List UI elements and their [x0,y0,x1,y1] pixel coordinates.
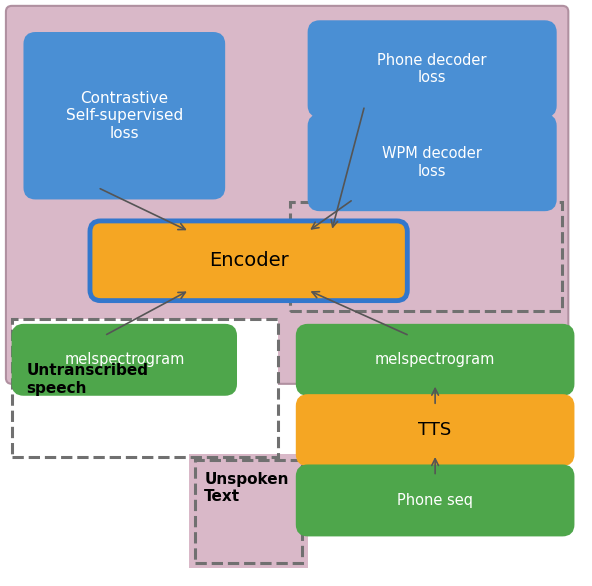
Text: WPM decoder
loss: WPM decoder loss [382,146,482,179]
Text: Phone seq: Phone seq [397,493,473,508]
FancyBboxPatch shape [309,115,555,210]
Bar [290,202,562,311]
Text: Unspoken
Text: Unspoken Text [204,472,289,504]
FancyBboxPatch shape [297,325,573,394]
FancyBboxPatch shape [90,221,407,301]
FancyBboxPatch shape [13,325,236,394]
FancyBboxPatch shape [297,396,573,465]
Bar [12,319,278,457]
Text: Untranscribed
speech: Untranscribed speech [27,363,149,396]
FancyBboxPatch shape [6,6,568,384]
FancyBboxPatch shape [309,22,555,116]
Text: Phone decoder
loss: Phone decoder loss [378,53,487,85]
Text: Contrastive
Self-supervised
loss: Contrastive Self-supervised loss [66,91,183,141]
Text: melspectrogram: melspectrogram [375,352,496,367]
Text: TTS: TTS [419,421,452,439]
FancyBboxPatch shape [25,33,224,198]
Bar [195,460,302,563]
Text: Encoder: Encoder [209,251,288,270]
FancyBboxPatch shape [12,319,278,457]
Text: melspectrogram: melspectrogram [64,352,185,367]
FancyBboxPatch shape [189,454,308,568]
FancyBboxPatch shape [297,466,573,535]
